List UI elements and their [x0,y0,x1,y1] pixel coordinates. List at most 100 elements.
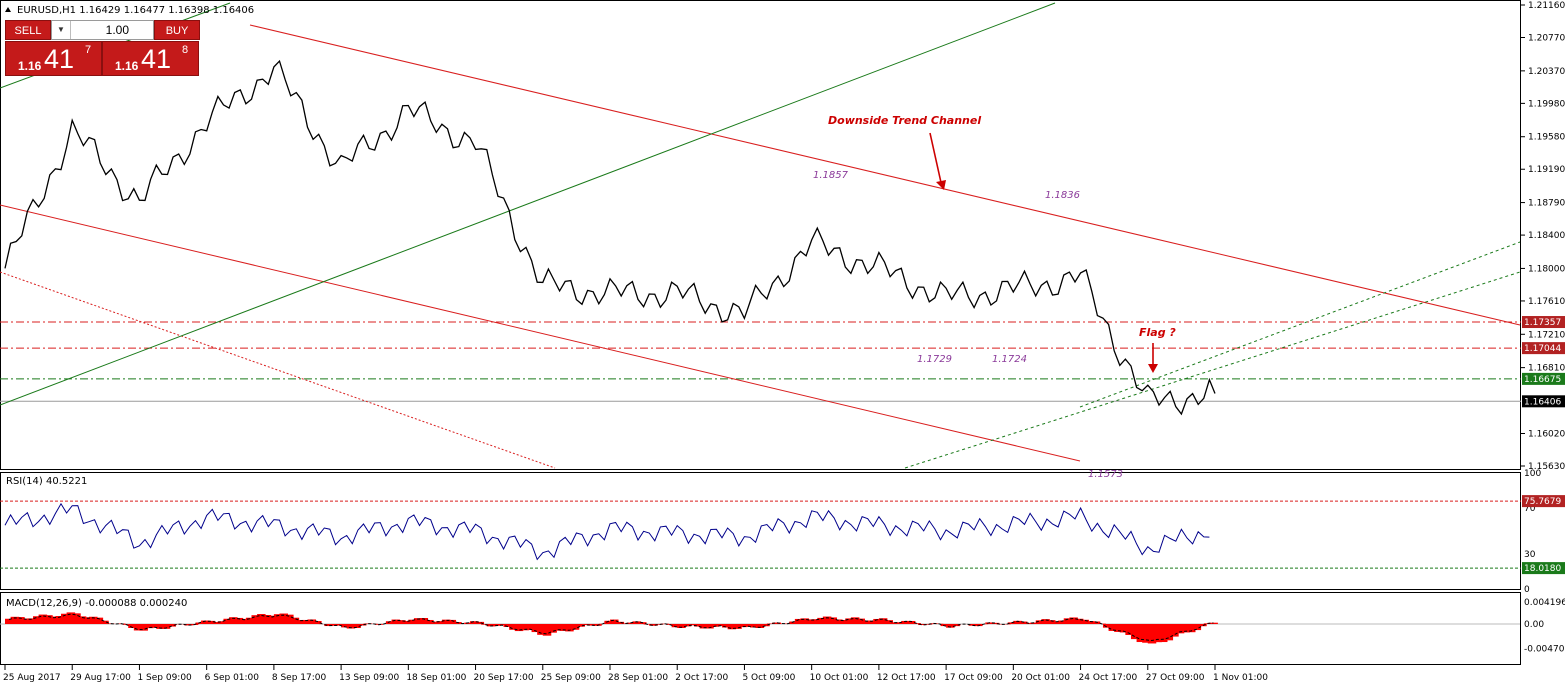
price-panel[interactable] [0,0,1521,470]
macd-bar [156,624,165,629]
channel-upper-line [249,24,1521,326]
rsi-tick-label: 70 [1524,504,1536,514]
macd-bar [733,624,742,629]
macd-bar [985,622,994,624]
macd-bar [419,617,429,624]
macd-bar [83,617,92,624]
macd-bar [413,618,423,624]
macd-axis: 0.004196 0.00 -0.004703 [1524,598,1565,655]
buy-button[interactable]: BUY [154,20,200,40]
annotation-arrow-head [936,180,946,190]
symbol-info-text: EURUSD,H1 1.16429 1.16477 1.16398 1.1640… [17,5,254,16]
macd-bar [469,621,479,624]
macd-bar [1175,624,1185,634]
sell-price-quote[interactable]: 1.16 41 7 [5,41,102,76]
time-tick-label: 18 Sep 01:00 [406,673,466,683]
macd-bar [1041,619,1050,624]
rsi-series-line [4,502,1210,561]
macd-bar [755,624,765,628]
macd-bar [1074,618,1084,624]
macd-bar [268,615,277,624]
rsi-panel[interactable] [0,472,1521,590]
macd-bar [895,622,905,624]
macd-bar [710,624,720,627]
macd-bar [313,620,322,624]
macd-bar [514,624,524,632]
macd-bar [492,624,501,626]
macd-bar [974,624,983,627]
macd-bar [201,620,210,624]
macd-bar [1164,624,1174,641]
rsi-tick-label: 30 [1524,550,1536,560]
price-tick-label: 1.17610 [1528,297,1565,307]
rsi-level-box [1522,495,1565,508]
macd-bar [307,619,316,624]
macd-bar [800,618,809,624]
macd-bar [531,624,541,633]
macd-bar [940,624,950,627]
macd-bar [632,621,641,624]
macd-bar [1130,624,1140,640]
macd-bar [845,618,854,624]
level-label-box [1522,342,1565,355]
macd-bar [66,612,76,624]
time-tick-label: 25 Aug 2017 [3,673,61,683]
macd-bar [738,624,748,628]
sell-button[interactable]: SELL [5,20,51,40]
macd-bar [750,624,759,628]
buy-price-big: 41 [141,44,172,74]
macd-bar [705,624,714,629]
macd-bar [453,622,462,624]
macd-bar [195,622,204,624]
macd-bar [811,619,821,624]
macd-bar [38,614,48,624]
sell-price-prefix: 1.16 [18,59,42,73]
macd-bar [559,624,569,631]
macd-bar [447,619,457,624]
chart-collapse-icon[interactable] [5,7,11,12]
macd-panel[interactable] [0,592,1521,665]
time-tick-label: 24 Oct 17:00 [1079,673,1138,683]
macd-bar [273,614,283,624]
macd-bar [553,624,563,631]
price-tick-label: 1.19580 [1528,133,1565,143]
lot-dropdown-arrow-icon[interactable]: ▼ [52,21,71,39]
time-tick-label: 27 Oct 09:00 [1146,673,1205,683]
lot-size-field[interactable]: ▼ 1.00 [51,20,154,40]
macd-bar [850,617,860,624]
macd-bar [761,624,770,627]
buy-price-quote[interactable]: 1.16 41 8 [102,41,199,76]
lot-size-value[interactable]: 1.00 [105,23,129,37]
rsi-level-text: 18.0180 [1524,564,1561,574]
macd-bar [525,624,535,631]
rsi-tick-label: 0 [1524,585,1530,595]
macd-bar [167,624,176,627]
one-click-trading-panel[interactable]: SELL ▼ 1.00 BUY 1.16 41 7 1.16 41 8 [5,20,200,76]
macd-bar [441,619,451,624]
price-tick-label: 1.20370 [1528,67,1565,77]
level-label-text: 1.17357 [1524,318,1561,328]
price-tick-label: 1.17210 [1528,330,1565,340]
macd-bar [1125,624,1134,635]
macd-bar [301,619,311,624]
macd-bar [1170,624,1179,637]
macd-bar [33,616,42,624]
macd-bar [335,624,345,626]
time-tick-label: 8 Sep 17:00 [272,673,327,683]
rsi-levels [0,500,1521,569]
macd-bar [587,624,597,626]
macd-bar [402,621,412,624]
macd-bar [990,622,1000,624]
macd-bar [581,624,591,626]
macd-bar [89,616,98,624]
macd-bar [161,624,171,629]
flag-upper-line [1079,241,1521,408]
macd-bar [363,623,373,624]
price-axis: 1.21160 1.20770 1.20370 1.19980 1.19580 1.191… [1521,1,1565,472]
macd-bar [789,621,798,624]
macd-bar [1147,624,1157,644]
macd-bar [397,620,406,624]
macd-bar [385,621,395,624]
macd-bar [72,613,81,624]
